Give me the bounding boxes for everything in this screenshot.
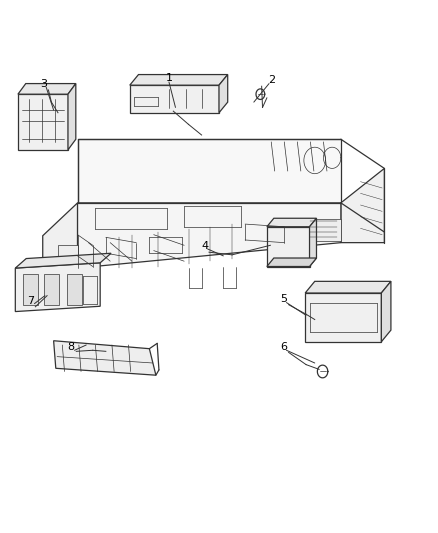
Polygon shape bbox=[305, 293, 381, 342]
Polygon shape bbox=[381, 281, 391, 342]
Polygon shape bbox=[15, 253, 111, 268]
Polygon shape bbox=[43, 203, 78, 301]
Polygon shape bbox=[58, 245, 78, 268]
Text: 7: 7 bbox=[28, 296, 35, 306]
Polygon shape bbox=[78, 139, 341, 203]
Polygon shape bbox=[18, 84, 76, 94]
Polygon shape bbox=[219, 75, 228, 113]
Polygon shape bbox=[306, 219, 341, 241]
Polygon shape bbox=[53, 341, 156, 375]
Polygon shape bbox=[267, 258, 317, 266]
Polygon shape bbox=[68, 84, 76, 150]
Text: 4: 4 bbox=[201, 241, 208, 252]
Text: 8: 8 bbox=[67, 342, 74, 352]
Polygon shape bbox=[18, 94, 68, 150]
Polygon shape bbox=[44, 274, 59, 305]
Polygon shape bbox=[310, 218, 317, 266]
Polygon shape bbox=[130, 85, 219, 113]
Polygon shape bbox=[15, 263, 100, 312]
Polygon shape bbox=[305, 281, 391, 293]
Text: 3: 3 bbox=[41, 78, 48, 88]
Text: 6: 6 bbox=[280, 342, 287, 352]
Polygon shape bbox=[267, 227, 310, 266]
Text: 5: 5 bbox=[280, 294, 287, 304]
Polygon shape bbox=[341, 168, 385, 243]
Polygon shape bbox=[267, 218, 317, 227]
Text: 2: 2 bbox=[268, 75, 275, 85]
Polygon shape bbox=[78, 203, 341, 268]
Text: 1: 1 bbox=[166, 73, 173, 83]
Polygon shape bbox=[67, 274, 82, 305]
Polygon shape bbox=[130, 75, 228, 85]
Polygon shape bbox=[23, 274, 39, 305]
